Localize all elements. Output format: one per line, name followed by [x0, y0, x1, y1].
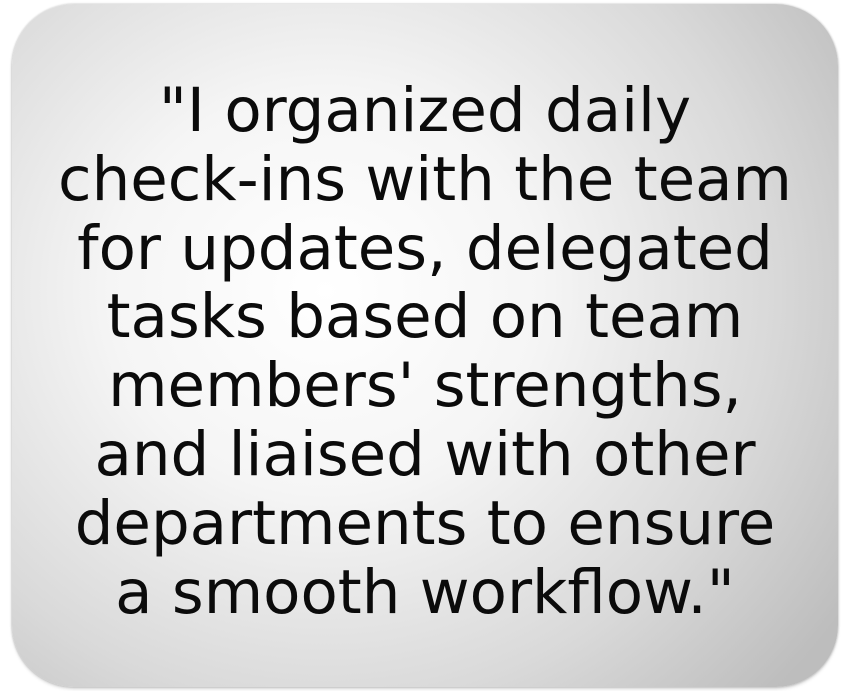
quote-line: and liaised with other	[94, 418, 756, 490]
quote-text: "I organized daily check-ins with the te…	[12, 75, 838, 637]
quote-line: members' strengths,	[108, 350, 742, 422]
quote-line: check-ins with the team	[58, 143, 792, 215]
quote-line: tasks based on team	[106, 281, 744, 353]
quote-line: a smooth workflow."	[115, 556, 735, 628]
quote-card: "I organized daily check-ins with the te…	[12, 4, 838, 687]
quote-line: "I organized daily	[158, 75, 692, 146]
quote-line: for updates, delegated	[77, 212, 773, 284]
quote-line: departments to ensure	[74, 487, 776, 559]
